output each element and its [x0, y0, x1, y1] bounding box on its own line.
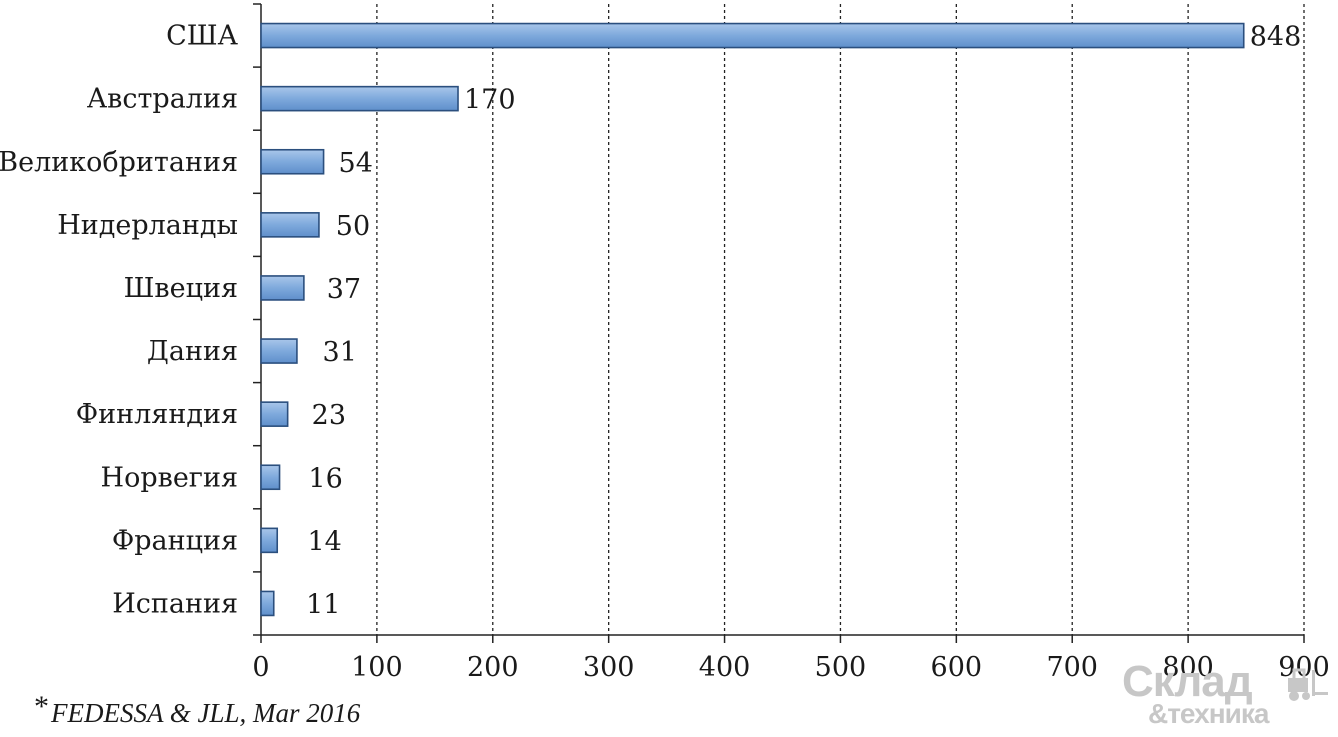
- data-label: 54: [339, 148, 373, 179]
- data-label: 14: [307, 526, 341, 557]
- category-label: Австралия: [87, 84, 238, 115]
- bar: [260, 401, 289, 427]
- category-label: США: [166, 21, 238, 52]
- data-label: 848: [1250, 22, 1302, 53]
- footnote-star: *: [34, 690, 49, 723]
- x-tick-label: 200: [467, 652, 519, 683]
- x-tick-label: 100: [351, 652, 403, 683]
- category-label: Норвегия: [101, 462, 238, 493]
- category-label: Финляндия: [76, 399, 238, 430]
- x-tick-label: 800: [1162, 652, 1214, 683]
- data-label: 50: [336, 211, 370, 242]
- bars: [260, 22, 1245, 617]
- category-label: Нидерланды: [57, 210, 238, 241]
- x-tick-label: 600: [931, 652, 983, 683]
- watermark-line2: &техника: [1148, 698, 1269, 729]
- footnote-text: FEDESSA & JLL, Mar 2016: [51, 698, 361, 728]
- bar: [260, 85, 459, 112]
- bar: [260, 275, 305, 301]
- watermark-logo: Склад &техника: [1118, 660, 1330, 730]
- source-footnote: *FEDESSA & JLL, Mar 2016: [34, 690, 360, 729]
- category-label: Франция: [112, 525, 238, 556]
- x-tick-label: 0: [252, 652, 269, 683]
- bar: [260, 464, 281, 491]
- category-label: Великобритания: [0, 147, 238, 178]
- bar: [260, 338, 298, 364]
- data-label: 37: [327, 274, 361, 305]
- category-label: Дания: [147, 336, 238, 367]
- data-label: 31: [323, 337, 357, 368]
- data-label: 11: [306, 589, 340, 620]
- data-label: 23: [312, 400, 346, 431]
- bar: [260, 22, 1245, 49]
- data-label: 170: [464, 85, 516, 116]
- x-tick-label: 300: [583, 652, 635, 683]
- forklift-icon: [1288, 668, 1328, 701]
- x-tick-label: 400: [699, 652, 751, 683]
- x-tick-label: 700: [1046, 652, 1098, 683]
- bar: [260, 527, 279, 554]
- gridlines: [376, 4, 1305, 635]
- bar: [260, 590, 275, 617]
- bar: [260, 148, 325, 175]
- watermark-line1: Склад: [1122, 657, 1253, 706]
- data-label: 16: [308, 463, 342, 494]
- category-label: Швеция: [124, 273, 238, 304]
- bar: [260, 212, 320, 238]
- x-tick-label: 500: [815, 652, 867, 683]
- category-label: Испания: [112, 588, 238, 619]
